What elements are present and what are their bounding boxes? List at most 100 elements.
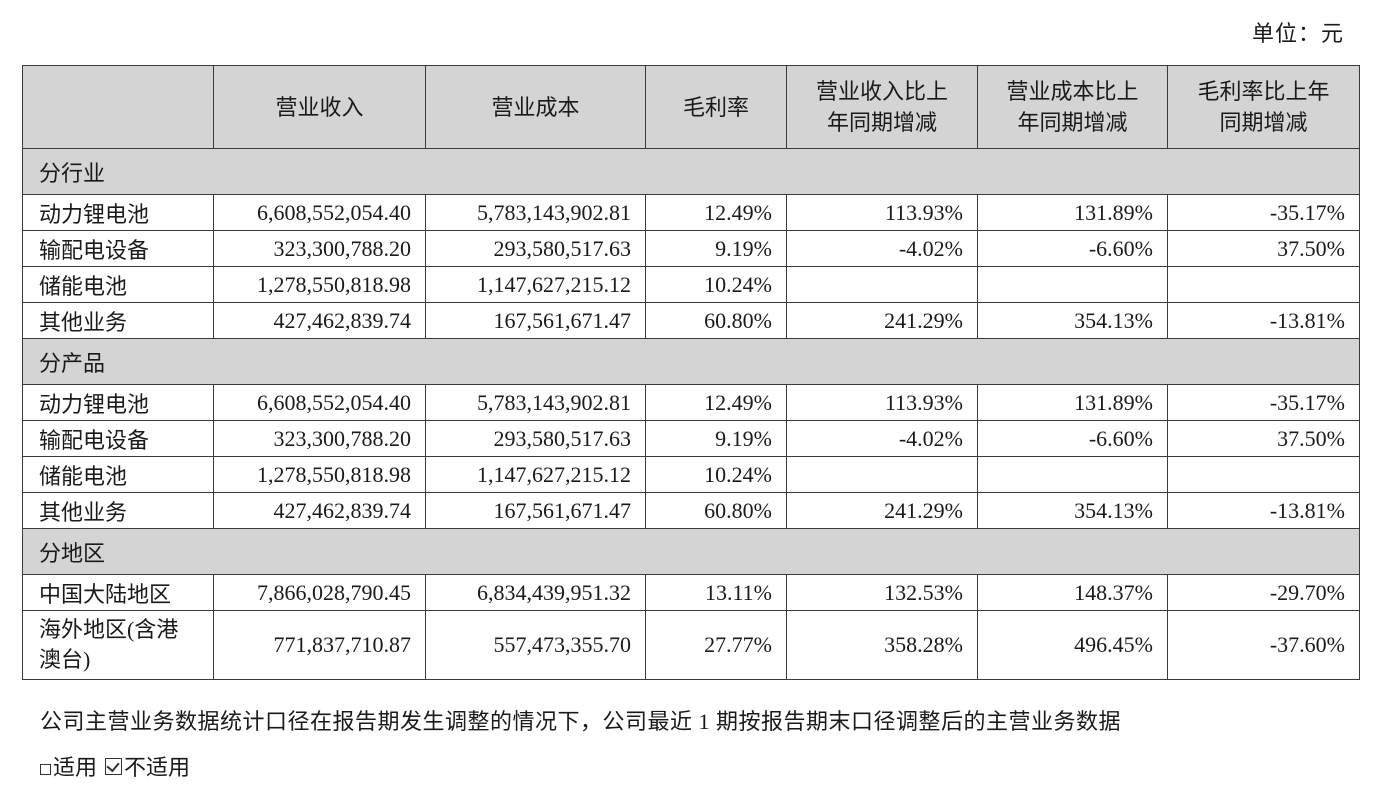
unit-label: 单位：元	[1251, 21, 1344, 46]
table-row: 输配电设备 323,300,788.20 293,580,517.63 9.19% -4…	[22, 420, 1360, 457]
row-label: 动力锂电池	[22, 194, 214, 231]
margin-yoy-cell: -13.81%	[1167, 302, 1360, 339]
cost-yoy-cell: 354.13%	[977, 302, 1168, 339]
row-label: 其他业务	[22, 492, 214, 529]
table-row: 动力锂电池 6,608,552,054.40 5,783,143,902.81 12.…	[22, 194, 1360, 231]
cost-yoy-cell: 131.89%	[977, 384, 1168, 421]
cost-yoy-cell	[977, 456, 1168, 493]
revenue-yoy-cell	[786, 456, 978, 493]
cost-yoy-cell: 496.45%	[977, 610, 1168, 680]
cost-yoy-cell: 131.89%	[977, 194, 1168, 231]
revenue-cell: 323,300,788.20	[213, 420, 426, 457]
section-row: 分行业	[22, 148, 1360, 195]
cost-cell: 167,561,671.47	[425, 492, 646, 529]
margin-cell: 12.49%	[645, 384, 787, 421]
revenue-yoy-cell	[786, 266, 978, 303]
cost-yoy-cell: 354.13%	[977, 492, 1168, 529]
revenue-cell: 427,462,839.74	[213, 492, 426, 529]
margin-cell: 27.77%	[645, 610, 787, 680]
margin-cell: 60.80%	[645, 302, 787, 339]
row-label: 储能电池	[22, 266, 214, 303]
revenue-yoy-cell: 241.29%	[786, 302, 978, 339]
revenue-breakdown-table: 营业收入 营业成本 毛利率 营业收入比上 年同期增减 营业成本比上 年同期增减 毛利…	[22, 65, 1360, 680]
header-cost-yoy: 营业成本比上 年同期增减	[977, 65, 1168, 149]
row-label: 动力锂电池	[22, 384, 214, 421]
margin-yoy-cell	[1167, 456, 1360, 493]
margin-yoy-cell: -35.17%	[1167, 384, 1360, 421]
row-label: 储能电池	[22, 456, 214, 493]
revenue-yoy-cell: 358.28%	[786, 610, 978, 680]
row-label: 其他业务	[22, 302, 214, 339]
not-applicable-checkbox-checked-icon[interactable]	[105, 757, 123, 775]
margin-yoy-cell: 37.50%	[1167, 420, 1360, 457]
table-row: 中国大陆地区 7,866,028,790.45 6,834,439,951.32 13…	[22, 574, 1360, 611]
section-title: 分地区	[22, 528, 1360, 575]
not-applicable-label: 不适用	[124, 755, 191, 780]
cost-yoy-cell: -6.60%	[977, 230, 1168, 267]
table-row: 储能电池 1,278,550,818.98 1,147,627,215.12 10.2…	[22, 266, 1360, 303]
cost-cell: 557,473,355.70	[425, 610, 646, 680]
table-header-row: 营业收入 营业成本 毛利率 营业收入比上 年同期增减 营业成本比上 年同期增减 毛利…	[22, 65, 1360, 149]
section-row: 分产品	[22, 338, 1360, 385]
cost-yoy-cell	[977, 266, 1168, 303]
header-empty	[22, 65, 214, 149]
revenue-yoy-cell: -4.02%	[786, 420, 978, 457]
cost-yoy-cell: -6.60%	[977, 420, 1168, 457]
row-label: 输配电设备	[22, 230, 214, 267]
revenue-yoy-cell: 132.53%	[786, 574, 978, 611]
margin-yoy-cell: -29.70%	[1167, 574, 1360, 611]
section-title: 分产品	[22, 338, 1360, 385]
cost-cell: 293,580,517.63	[425, 230, 646, 267]
cost-cell: 167,561,671.47	[425, 302, 646, 339]
revenue-cell: 323,300,788.20	[213, 230, 426, 267]
margin-cell: 12.49%	[645, 194, 787, 231]
revenue-yoy-cell: -4.02%	[786, 230, 978, 267]
cost-cell: 6,834,439,951.32	[425, 574, 646, 611]
revenue-cell: 771,837,710.87	[213, 610, 426, 680]
margin-cell: 10.24%	[645, 266, 787, 303]
margin-yoy-cell	[1167, 266, 1360, 303]
row-label: 海外地区(含港澳台)	[22, 610, 214, 680]
applicable-label: 适用	[53, 755, 98, 780]
header-margin: 毛利率	[645, 65, 787, 149]
margin-cell: 9.19%	[645, 230, 787, 267]
table-row: 输配电设备 323,300,788.20 293,580,517.63 9.19% -4…	[22, 230, 1360, 267]
margin-cell: 10.24%	[645, 456, 787, 493]
cost-cell: 1,147,627,215.12	[425, 266, 646, 303]
revenue-yoy-cell: 113.93%	[786, 194, 978, 231]
revenue-cell: 6,608,552,054.40	[213, 384, 426, 421]
header-margin-yoy: 毛利率比上年 同期增减	[1167, 65, 1360, 149]
margin-cell: 9.19%	[645, 420, 787, 457]
revenue-cell: 1,278,550,818.98	[213, 266, 426, 303]
cost-cell: 1,147,627,215.12	[425, 456, 646, 493]
revenue-cell: 6,608,552,054.40	[213, 194, 426, 231]
table-row: 动力锂电池 6,608,552,054.40 5,783,143,902.81 12.…	[22, 384, 1360, 421]
cost-yoy-cell: 148.37%	[977, 574, 1168, 611]
revenue-cell: 1,278,550,818.98	[213, 456, 426, 493]
revenue-cell: 7,866,028,790.45	[213, 574, 426, 611]
table-row: 其他业务 427,462,839.74 167,561,671.47 60.80% 24…	[22, 492, 1360, 529]
margin-yoy-cell: 37.50%	[1167, 230, 1360, 267]
margin-cell: 60.80%	[645, 492, 787, 529]
cost-cell: 293,580,517.63	[425, 420, 646, 457]
section-title: 分行业	[22, 148, 1360, 195]
revenue-cell: 427,462,839.74	[213, 302, 426, 339]
margin-cell: 13.11%	[645, 574, 787, 611]
applicable-checkbox[interactable]	[40, 763, 51, 775]
revenue-yoy-cell: 241.29%	[786, 492, 978, 529]
margin-yoy-cell: -35.17%	[1167, 194, 1360, 231]
section-row: 分地区	[22, 528, 1360, 575]
cost-cell: 5,783,143,902.81	[425, 384, 646, 421]
header-revenue: 营业收入	[213, 65, 426, 149]
table-row: 储能电池 1,278,550,818.98 1,147,627,215.12 10.2…	[22, 456, 1360, 493]
table-row: 其他业务 427,462,839.74 167,561,671.47 60.80% 24…	[22, 302, 1360, 339]
revenue-yoy-cell: 113.93%	[786, 384, 978, 421]
row-label: 中国大陆地区	[22, 574, 214, 611]
row-label: 输配电设备	[22, 420, 214, 457]
header-revenue-yoy: 营业收入比上 年同期增减	[786, 65, 978, 149]
header-cost: 营业成本	[425, 65, 646, 149]
table-row: 海外地区(含港澳台) 771,837,710.87 557,473,355.70 27…	[22, 610, 1360, 680]
note-text: 公司主营业务数据统计口径在报告期发生调整的情况下，公司最近 1 期按报告期末口径…	[40, 709, 1122, 734]
cost-cell: 5,783,143,902.81	[425, 194, 646, 231]
applicability-options: 适用 不适用	[40, 750, 190, 782]
